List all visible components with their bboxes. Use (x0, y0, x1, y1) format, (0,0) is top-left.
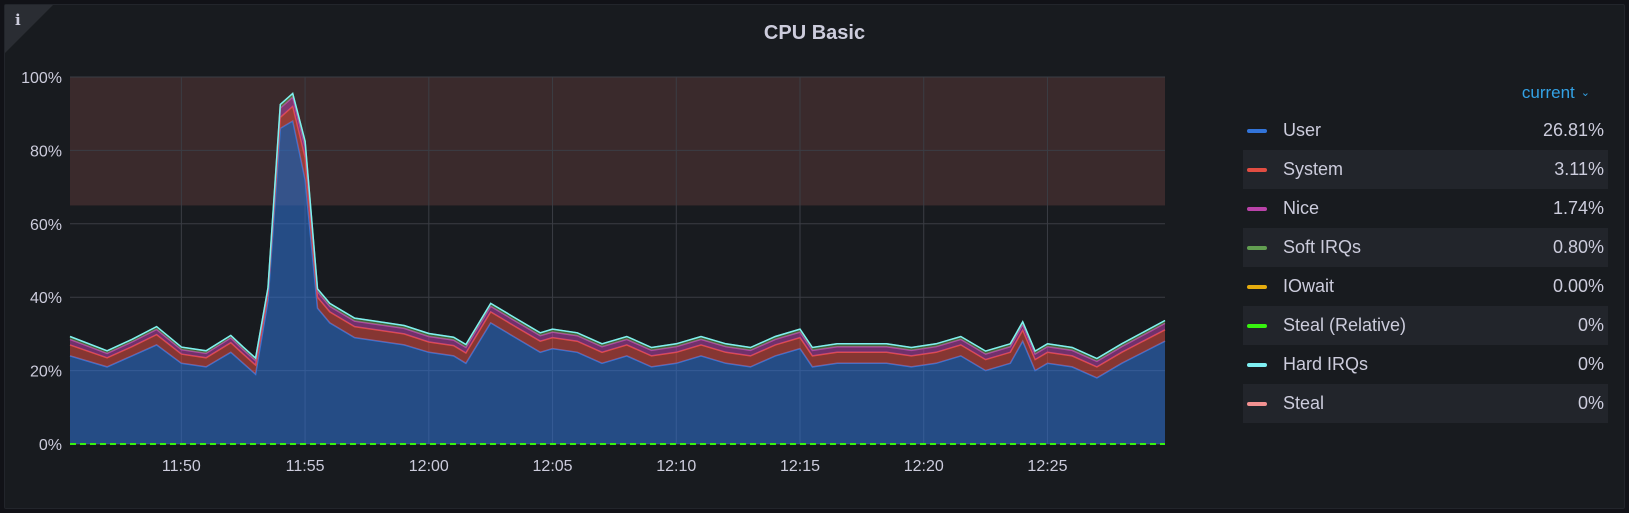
legend-series-name[interactable]: Steal (Relative) (1283, 315, 1407, 335)
legend-series-name[interactable]: Nice (1283, 198, 1320, 218)
x-tick-label: 12:00 (409, 458, 449, 475)
legend-swatch (1247, 284, 1267, 289)
y-tick-label: 60% (30, 217, 62, 234)
legend-series-name[interactable]: IOwait (1283, 276, 1335, 296)
legend-swatch (1247, 167, 1267, 172)
legend-series-name[interactable]: Soft IRQs (1283, 237, 1362, 257)
threshold-band (70, 77, 1165, 206)
legend-swatch (1247, 128, 1267, 133)
x-tick-label: 12:20 (904, 458, 944, 475)
y-tick-label: 80% (30, 143, 62, 160)
panel-info-corner[interactable] (5, 5, 53, 53)
legend: current ⌄ User 26.81% System 3.11% Nice 1.74% S… (1243, 75, 1608, 423)
x-tick-label: 11:50 (162, 458, 201, 475)
legend-series-name[interactable]: Steal (1283, 393, 1325, 413)
x-tick-label: 12:05 (533, 458, 573, 475)
legend-current-value: 3.11% (1554, 159, 1604, 179)
y-tick-label: 100% (21, 70, 62, 87)
y-tick-label: 20% (30, 364, 62, 381)
legend-current-value: 0% (1577, 315, 1604, 335)
cpu-basic-panel: i CPU Basic 0% 20% 40% 60% 80% 100% 11:50 11:55… (4, 4, 1625, 509)
legend-item[interactable]: Steal (Relative) 0% (1243, 306, 1608, 345)
legend-current-value: 0% (1577, 393, 1604, 413)
series-area-user (70, 121, 1165, 444)
legend-swatch (1247, 323, 1267, 328)
legend-current-value: 0.80% (1552, 237, 1604, 257)
legend-sort-header[interactable]: current ⌄ (1243, 75, 1608, 111)
y-tick-label: 0% (39, 437, 62, 454)
legend-swatch (1247, 362, 1267, 367)
y-tick-label: 40% (30, 290, 62, 307)
legend-item[interactable]: Nice 1.74% (1243, 189, 1608, 228)
legend-series-name[interactable]: System (1283, 159, 1344, 179)
x-tick-label: 12:25 (1027, 458, 1067, 475)
legend-current-value: 0.00% (1552, 276, 1604, 296)
legend-series-name[interactable]: User (1283, 120, 1322, 140)
legend-item[interactable]: Hard IRQs 0% (1243, 345, 1608, 384)
series-line-hard-irqs (69, 92, 1166, 360)
x-tick-label: 12:15 (780, 458, 820, 475)
legend-item[interactable]: User 26.81% (1243, 111, 1608, 150)
legend-item[interactable]: System 3.11% (1243, 150, 1608, 189)
legend-item[interactable]: IOwait 0.00% (1243, 267, 1608, 306)
panel-title[interactable]: CPU Basic (763, 22, 866, 44)
x-tick-label: 12:10 (656, 458, 696, 475)
legend-item[interactable]: Soft IRQs 0.80% (1243, 228, 1608, 267)
legend-header-label[interactable]: current (1521, 83, 1575, 102)
legend-swatch (1247, 401, 1267, 406)
legend-current-value: 26.81% (1542, 120, 1604, 140)
legend-swatch (1247, 245, 1267, 250)
chevron-down-icon[interactable]: ⌄ (1580, 87, 1590, 99)
legend-item[interactable]: Steal 0% (1243, 384, 1608, 423)
legend-current-value: 0% (1577, 354, 1604, 374)
legend-series-name[interactable]: Hard IRQs (1283, 354, 1369, 374)
legend-current-value: 1.74% (1552, 198, 1604, 218)
legend-swatch (1247, 206, 1267, 211)
legend-rows: User 26.81% System 3.11% Nice 1.74% Soft IRQs 0… (1243, 111, 1608, 423)
info-icon[interactable]: i (15, 11, 21, 29)
x-tick-label: 11:55 (286, 458, 325, 475)
cpu-chart[interactable]: 0% 20% 40% 60% 80% 100% 11:50 11:55 12:00 12:05 12… (5, 5, 1185, 510)
